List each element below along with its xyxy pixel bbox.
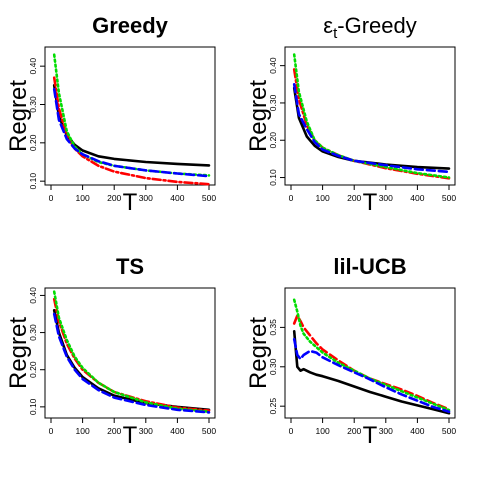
x-tick-label: 400: [410, 426, 424, 436]
x-tick-label: 100: [316, 426, 330, 436]
y-tick-label: 0.20: [28, 361, 38, 378]
x-tick-label: 300: [139, 426, 153, 436]
panel-4: lil-UCB 0 100 200 300 400 500 0.25 0.30 0.35 T Regr…: [245, 254, 456, 449]
y-tick-label: 0.10: [28, 398, 38, 415]
x-tick-label: 0: [49, 193, 54, 203]
series-line-2: [52, 297, 211, 412]
y-tick-label: 0.30: [28, 96, 38, 113]
series-line-3: [52, 53, 211, 177]
series-line-2: [292, 314, 451, 411]
chart-title: Greedy: [92, 13, 169, 38]
x-tick-label: 100: [76, 426, 90, 436]
x-axis-label: T: [123, 422, 138, 449]
x-tick-label: 400: [170, 426, 184, 436]
series-line-4: [52, 87, 211, 178]
x-tick-label: 200: [107, 193, 121, 203]
chart-title: εt-Greedy: [323, 13, 416, 42]
y-tick-label: 0.30: [28, 324, 38, 341]
x-tick-label: 100: [76, 193, 90, 203]
series-line-4: [52, 312, 211, 414]
x-tick-label: 500: [442, 426, 456, 436]
x-tick-label: 300: [379, 193, 393, 203]
y-axis-label: Regret: [245, 317, 272, 389]
x-tick-label: 200: [347, 193, 361, 203]
chart-title: lil-UCB: [333, 254, 406, 279]
x-tick-label: 0: [289, 193, 294, 203]
series-line-2: [52, 76, 211, 186]
y-tick-label: 0.40: [28, 58, 38, 75]
y-tick-label: 0.35: [268, 319, 278, 336]
series-line-1: [52, 84, 211, 167]
y-tick-label: 0.30: [268, 94, 278, 111]
x-tick-label: 100: [316, 193, 330, 203]
panel-2: εt-Greedy 0 100 200 300 400 500 0.10 0.20 0.30 0.4…: [245, 13, 456, 216]
panel-1: Greedy 0 100 200 300 400 500 0.10 0.20 0.30 0.40 T R…: [5, 13, 216, 216]
x-tick-label: 500: [442, 193, 456, 203]
x-tick-label: 200: [347, 426, 361, 436]
x-tick-label: 400: [170, 193, 184, 203]
series-line-3: [52, 290, 211, 414]
x-tick-label: 300: [139, 193, 153, 203]
x-axis-label: T: [123, 189, 138, 216]
x-axis-label: T: [363, 422, 378, 449]
x-tick-label: 500: [202, 426, 216, 436]
plot-frame: [284, 46, 456, 186]
y-axis-label: Regret: [5, 80, 32, 152]
y-axis-label: Regret: [245, 80, 272, 152]
plot-frame: [44, 287, 216, 419]
panel-3: TS 0 100 200 300 400 500 0.10 0.20 0.30 0.40 T Regre…: [5, 254, 216, 449]
title-subscript: t: [333, 25, 338, 42]
x-tick-label: 0: [49, 426, 54, 436]
x-tick-label: 0: [289, 426, 294, 436]
series-line-3: [292, 298, 451, 412]
title-rest: -Greedy: [337, 13, 416, 38]
plot-frame: [284, 287, 456, 419]
x-tick-label: 300: [379, 426, 393, 436]
x-tick-label: 400: [410, 193, 424, 203]
title-epsilon: ε: [323, 13, 333, 38]
chart-title: TS: [116, 254, 144, 279]
y-tick-label: 0.10: [268, 169, 278, 186]
plot-frame: [44, 46, 216, 186]
y-tick-label: 0.20: [268, 132, 278, 149]
series-line-4: [292, 337, 451, 414]
x-tick-label: 500: [202, 193, 216, 203]
series-line-4: [292, 83, 451, 174]
y-axis-label: Regret: [5, 317, 32, 389]
y-tick-label: 0.25: [268, 398, 278, 415]
series-line-1: [292, 329, 451, 415]
y-tick-label: 0.40: [268, 57, 278, 74]
x-axis-label: T: [363, 189, 378, 216]
y-tick-label: 0.40: [28, 287, 38, 304]
series-line-3: [292, 53, 451, 179]
y-tick-label: 0.30: [268, 358, 278, 375]
y-tick-label: 0.10: [28, 173, 38, 190]
y-tick-label: 0.20: [28, 134, 38, 151]
x-tick-label: 200: [107, 426, 121, 436]
series-line-1: [292, 86, 451, 170]
